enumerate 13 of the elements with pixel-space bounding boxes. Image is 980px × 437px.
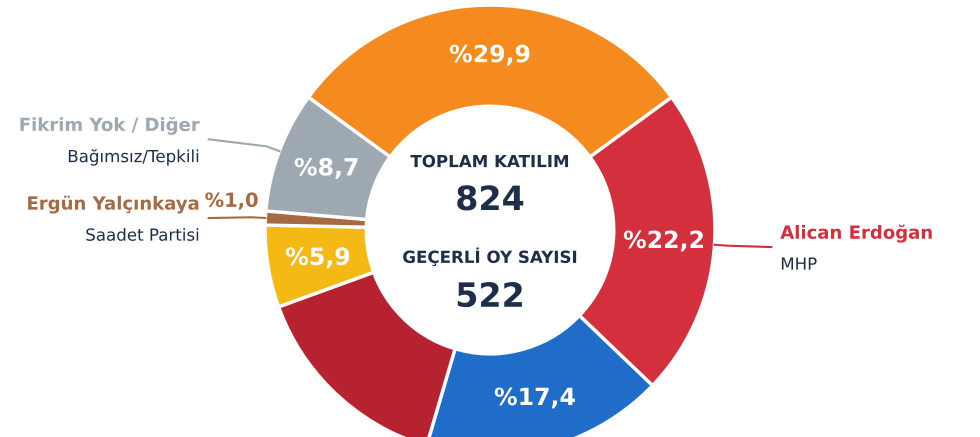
data-label: %5,9 [286, 247, 350, 268]
slice-label: Fikrim Yok / Diğer Bağımsız/Tepkili [20, 116, 200, 166]
text: GEÇERLİ OY SAYISI [403, 247, 576, 266]
data-label: %17,4 [494, 387, 575, 408]
slice-label: Ergün Yalçınkaya Saadet Partisi [28, 196, 198, 241]
data-label: %1,0 [205, 192, 258, 210]
data-label: %29,9 [450, 44, 530, 66]
data-label: %8,7 [294, 158, 358, 179]
text: 824 [457, 185, 524, 210]
text: 522 [458, 282, 522, 308]
text: TOPLAM KATILIM [410, 154, 568, 168]
slice-label: Alican Erdoğan MHP [780, 224, 932, 270]
data-label: %22,2 [624, 230, 703, 252]
